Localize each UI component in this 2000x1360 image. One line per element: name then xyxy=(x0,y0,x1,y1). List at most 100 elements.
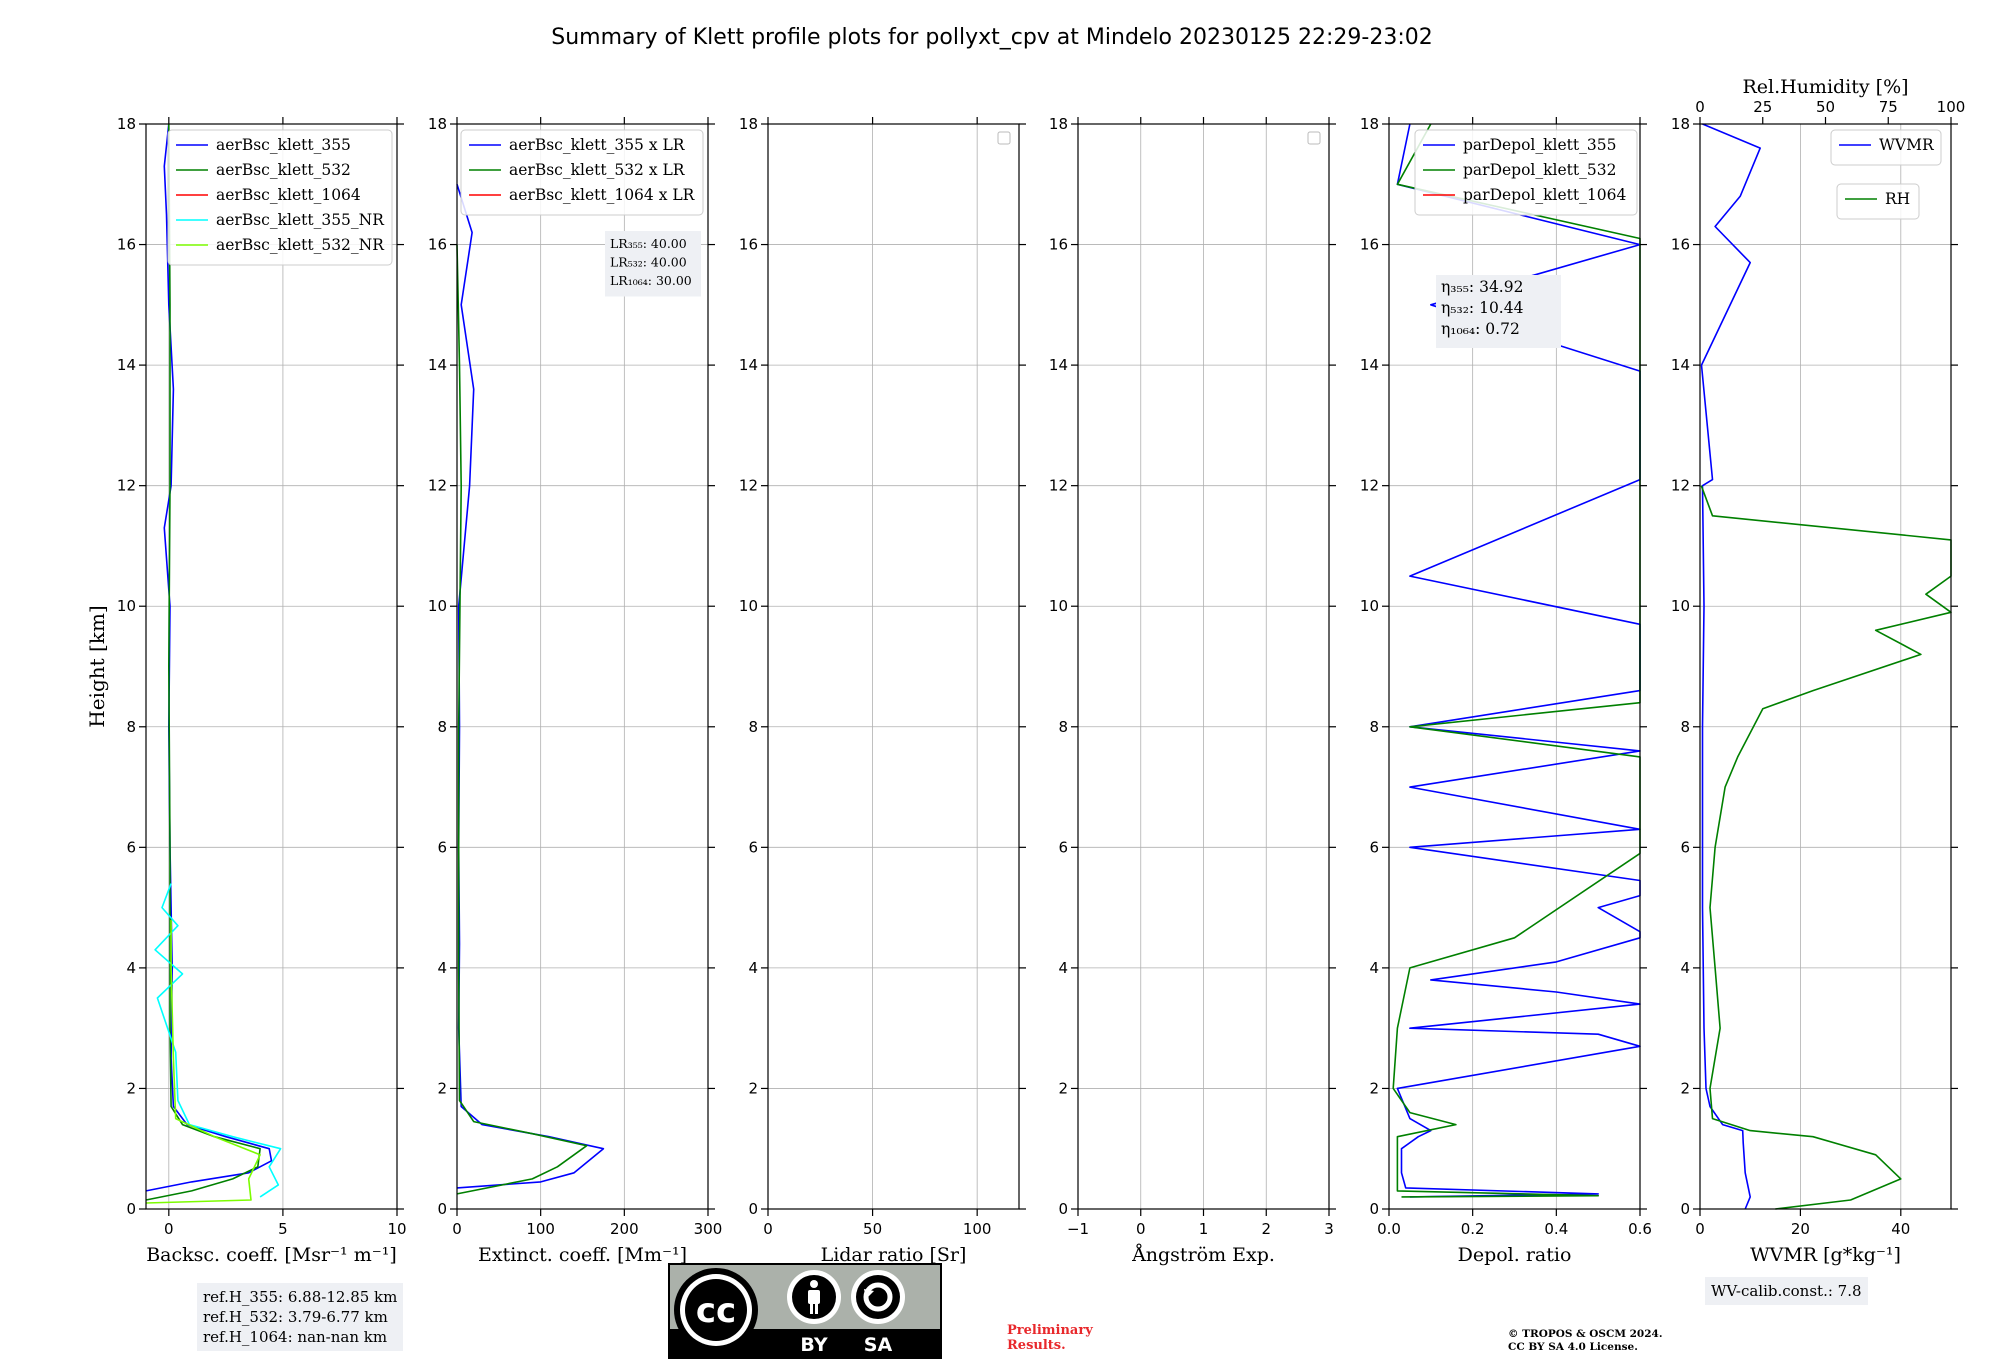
legend-box xyxy=(1414,129,1638,216)
preliminary-line-1: Preliminary xyxy=(1007,1323,1093,1338)
y-tick-label: 4 xyxy=(126,959,136,977)
y-tick-label: 10 xyxy=(1360,597,1379,615)
y-tick-label: 0 xyxy=(1058,1200,1068,1218)
series-line-aerBsc_klett_532_NR xyxy=(145,919,261,1204)
annotation-text: LR₁₀₆₄: 30.00 xyxy=(610,273,692,288)
copyright-note: © TROPOS & OSCM 2024. CC BY SA 4.0 Licen… xyxy=(1508,1328,1663,1354)
y-tick-label: 12 xyxy=(739,477,758,495)
y-tick-label: 12 xyxy=(117,477,136,495)
series-line-aerBsc_klett_532 x LR xyxy=(456,244,588,1195)
x-tick-label: 300 xyxy=(694,1220,723,1238)
y-tick-label: 6 xyxy=(1680,838,1690,856)
legend-label: RH xyxy=(1885,190,1910,208)
legend-label: aerBsc_klett_532 xyxy=(216,161,351,179)
chart-panel-3: 0 2 4 6 8 10 12 14 16 18 0 50 100 Lidar ratio [Sr] xyxy=(739,115,1026,1266)
y-tick-label: 4 xyxy=(748,959,758,977)
cc-by-sa-icon: cc BY SA xyxy=(668,1263,942,1359)
y-tick-label: 8 xyxy=(437,718,447,736)
x-tick-label: 3 xyxy=(1324,1220,1334,1238)
y-tick-label: 14 xyxy=(1049,356,1068,374)
plot-frame xyxy=(1699,123,1952,1210)
series-line-aerBsc_klett_355 xyxy=(145,123,273,1192)
y-tick-label: 10 xyxy=(428,597,447,615)
x-tick-label: 50 xyxy=(863,1220,882,1238)
legend-label: aerBsc_klett_1064 x LR xyxy=(509,186,696,204)
x-tick-label: 0 xyxy=(164,1220,174,1238)
by-person-icon xyxy=(787,1270,841,1324)
x-tick-label: 0.6 xyxy=(1628,1220,1652,1238)
share-alike-icon xyxy=(851,1270,905,1324)
x-tick-label: 0.4 xyxy=(1544,1220,1568,1238)
y-tick-label: 0 xyxy=(437,1200,447,1218)
annotation-box xyxy=(1436,275,1561,348)
x-tick-label: 0 xyxy=(1136,1220,1146,1238)
legend-label: aerBsc_klett_355_NR xyxy=(216,211,385,229)
y-tick-label: 14 xyxy=(1360,356,1379,374)
annotation-text: η₁₀₆₄: 0.72 xyxy=(1441,320,1520,338)
x-tick-label: 40 xyxy=(1891,1220,1910,1238)
legend-label: aerBsc_klett_1064 xyxy=(216,186,361,204)
y-tick-label: 16 xyxy=(428,236,447,254)
x-axis-label: Depol. ratio xyxy=(1458,1244,1572,1266)
y-tick-label: 14 xyxy=(1671,356,1690,374)
x-axis-label: WVMR [g*kg⁻¹] xyxy=(1750,1244,1901,1266)
license-by-label: BY xyxy=(800,1334,827,1356)
legend-label: parDepol_klett_1064 xyxy=(1463,186,1626,204)
y-tick-label: 14 xyxy=(739,356,758,374)
ref-height-box: ref.H_355: 6.88-12.85 km ref.H_532: 3.79… xyxy=(197,1283,404,1351)
y-tick-label: 14 xyxy=(428,356,447,374)
copyright-line-1: © TROPOS & OSCM 2024. xyxy=(1508,1328,1663,1340)
y-tick-label: 6 xyxy=(437,838,447,856)
y-tick-label: 8 xyxy=(1369,718,1379,736)
y-tick-label: 16 xyxy=(117,236,136,254)
legend-box xyxy=(1830,129,1942,166)
y-tick-label: 2 xyxy=(1369,1079,1379,1097)
chart-panel-6: 0 2 4 6 8 10 12 14 16 18 0 20 40 WVMR [g*kg⁻¹] 0 25 50 75… xyxy=(1671,76,1965,1266)
x-tick-label: 10 xyxy=(387,1220,406,1238)
x-tick-label: 2 xyxy=(1261,1220,1271,1238)
y-tick-label: 2 xyxy=(748,1079,758,1097)
x-tick-label: −1 xyxy=(1067,1220,1089,1238)
plot-frame xyxy=(1388,123,1641,1210)
y-tick-label: 12 xyxy=(1671,477,1690,495)
y-tick-label: 0 xyxy=(1680,1200,1690,1218)
annotation-text: LR₃₅₅: 40.00 xyxy=(610,236,687,251)
y-tick-label: 12 xyxy=(1360,477,1379,495)
y-tick-label: 18 xyxy=(1049,115,1068,133)
x2-tick-label: 25 xyxy=(1753,98,1772,116)
x-axis-label: Ångström Exp. xyxy=(1131,1244,1275,1266)
x-tick-label: 0 xyxy=(1695,1220,1705,1238)
y-tick-label: 18 xyxy=(428,115,447,133)
svg-text:cc: cc xyxy=(696,1291,736,1331)
y-tick-label: 10 xyxy=(1671,597,1690,615)
y-tick-label: 16 xyxy=(1049,236,1068,254)
ref-height-532: ref.H_532: 3.79-6.77 km xyxy=(203,1308,388,1326)
figure-title: Summary of Klett profile plots for polly… xyxy=(551,25,1432,50)
y-tick-label: 8 xyxy=(748,718,758,736)
y-tick-label: 14 xyxy=(117,356,136,374)
x-tick-label: 0.2 xyxy=(1461,1220,1485,1238)
y-tick-label: 6 xyxy=(126,838,136,856)
annotation-text: η₅₃₂: 10.44 xyxy=(1441,299,1524,317)
empty-legend-box xyxy=(997,131,1011,145)
x-tick-label: 20 xyxy=(1791,1220,1810,1238)
y-tick-label: 6 xyxy=(1058,838,1068,856)
y-tick-label: 8 xyxy=(126,718,136,736)
x-tick-label: 1 xyxy=(1199,1220,1209,1238)
plot-frame xyxy=(145,123,398,1210)
plot-frame xyxy=(767,123,1020,1210)
legend-label: parDepol_klett_532 xyxy=(1463,161,1616,179)
y-tick-label: 0 xyxy=(126,1200,136,1218)
plot-frame xyxy=(456,123,709,1210)
ref-height-355: ref.H_355: 6.88-12.85 km xyxy=(203,1288,398,1306)
y-tick-label: 2 xyxy=(1680,1079,1690,1097)
annotation-text: η₃₅₅: 34.92 xyxy=(1441,278,1523,296)
annotation-box xyxy=(605,231,701,297)
series-line-aerBsc_klett_355 x LR xyxy=(456,184,605,1189)
y-tick-label: 12 xyxy=(428,477,447,495)
y-tick-label: 2 xyxy=(126,1079,136,1097)
y-tick-label: 0 xyxy=(748,1200,758,1218)
chart-panel-1: 0 2 4 6 8 10 12 14 16 18 0 5 10 Backsc. coeff. [Msr⁻¹… xyxy=(85,115,407,1266)
